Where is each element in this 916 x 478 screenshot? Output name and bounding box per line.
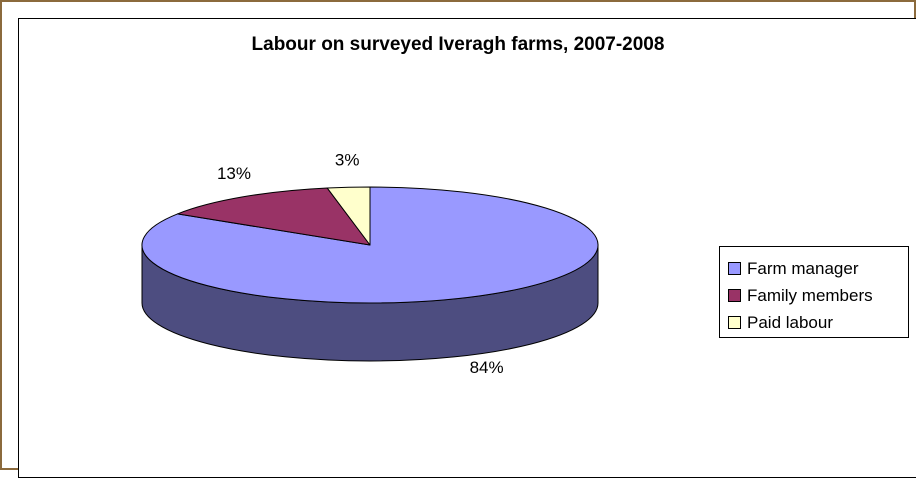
legend-item-farm-manager: Farm manager [728, 255, 908, 282]
legend: Farm manager Family members Paid labour [719, 246, 909, 338]
legend-label: Farm manager [747, 258, 859, 278]
legend-swatch-farm-manager [728, 262, 741, 275]
data-label-paid-labour: 3% [335, 150, 360, 169]
data-label-family-members: 13% [217, 164, 251, 183]
legend-label: Family members [747, 285, 873, 305]
chart-title: Labour on surveyed Iveragh farms, 2007-2… [251, 34, 665, 55]
legend-item-family-members: Family members [728, 282, 908, 309]
legend-swatch-family-members [728, 289, 741, 302]
legend-label: Paid labour [747, 312, 834, 332]
data-label-farm-manager: 84% [470, 358, 504, 377]
pie-slice-paid-labour [326, 186, 371, 246]
legend-item-paid-labour: Paid labour [728, 309, 908, 336]
legend-swatch-paid-labour [728, 316, 741, 329]
pie-slice-family-members [176, 187, 371, 246]
